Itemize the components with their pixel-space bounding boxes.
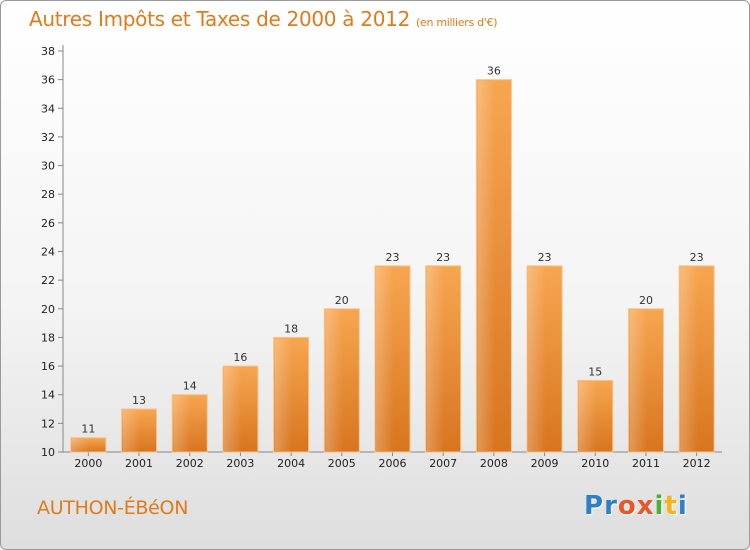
data-label: 36	[487, 65, 501, 78]
x-tick-label: 2011	[632, 457, 660, 470]
bar-highlight	[629, 309, 647, 451]
x-tick-label: 2004	[277, 457, 305, 470]
logo-letter: t	[664, 491, 678, 521]
y-tick-label: 32	[41, 131, 55, 144]
location-label: AUTHON-ÉBéON	[37, 497, 189, 519]
x-tick-label: 2002	[176, 457, 204, 470]
bar-highlight	[477, 80, 495, 452]
y-tick-label: 26	[41, 217, 55, 230]
x-tick-label: 2008	[480, 457, 508, 470]
y-tick-label: 20	[41, 303, 55, 316]
data-label: 20	[639, 294, 653, 307]
bar-group: 11	[70, 423, 107, 453]
chart-subtitle: (en milliers d'€)	[416, 16, 498, 29]
bar-group: 23	[374, 251, 411, 453]
x-tick-label: 2000	[74, 457, 102, 470]
logo-letter: x	[636, 491, 655, 521]
y-tick-label: 24	[41, 246, 55, 259]
data-label: 15	[588, 365, 602, 378]
bar-highlight	[680, 266, 698, 451]
y-tick-label: 30	[41, 160, 55, 173]
data-label: 23	[690, 251, 704, 264]
data-label: 14	[183, 380, 197, 393]
data-label: 13	[132, 394, 146, 407]
y-tick-label: 16	[41, 360, 55, 373]
y-tick-label: 18	[41, 331, 55, 344]
data-label: 23	[538, 251, 552, 264]
logo-letter: i	[677, 491, 688, 521]
x-tick-label: 2009	[531, 457, 559, 470]
bar-group: 13	[121, 394, 158, 453]
bar-group: 16	[222, 351, 259, 453]
y-tick-label: 28	[41, 188, 55, 201]
y-tick-label: 36	[41, 74, 55, 87]
logo-letter: o	[617, 491, 637, 521]
bar-highlight	[71, 438, 90, 451]
y-tick-label: 34	[41, 102, 55, 115]
data-label: 20	[335, 294, 349, 307]
bar-highlight	[376, 266, 394, 451]
chart-title: Autres Impôts et Taxes de 2000 à 2012 (en…	[29, 7, 497, 31]
bars: 11 13 14 16 18 20 23 23 36 23 15 20 23	[70, 65, 715, 453]
bar-group: 20	[323, 294, 360, 453]
x-tick-label: 2006	[379, 457, 407, 470]
bar-group: 18	[273, 322, 310, 453]
bar-group: 23	[526, 251, 563, 453]
bar-highlight	[223, 367, 242, 451]
bar-highlight	[528, 266, 546, 451]
bar-group: 14	[171, 380, 208, 453]
bar-highlight	[274, 338, 293, 451]
logo-letter: r	[604, 491, 618, 521]
chart-title-text: Autres Impôts et Taxes de 2000 à 2012	[29, 7, 410, 31]
y-tick-label: 14	[41, 389, 55, 402]
data-label: 11	[81, 423, 95, 436]
x-tick-label: 2001	[125, 457, 153, 470]
logo-letter: i	[654, 491, 665, 521]
axes: 10 12 14 16 18 20 22 24 26 28 30 32 34 36 38 2000 2001 20…	[41, 45, 722, 470]
x-tick-label: 2007	[429, 457, 457, 470]
bar-highlight	[426, 266, 445, 451]
bar-highlight	[173, 395, 191, 451]
bar-group: 23	[425, 251, 462, 453]
y-tick-label: 10	[41, 446, 55, 459]
data-label: 23	[386, 251, 400, 264]
bar-highlight	[578, 381, 597, 451]
x-tick-label: 2010	[581, 457, 609, 470]
bar-group: 15	[577, 365, 614, 453]
bar-group: 23	[678, 251, 715, 453]
x-tick-label: 2003	[226, 457, 254, 470]
bar-highlight	[122, 410, 141, 451]
x-tick-label: 2005	[328, 457, 356, 470]
x-tick-label: 2012	[683, 457, 711, 470]
bar-group: 20	[627, 294, 664, 453]
bar-highlight	[325, 309, 343, 451]
proxiti-logo: Proxiti	[584, 491, 688, 521]
bar-group: 36	[475, 65, 512, 453]
y-tick-label: 12	[41, 417, 55, 430]
data-label: 18	[284, 322, 298, 335]
logo-letter: P	[584, 491, 605, 521]
y-tick-label: 38	[41, 45, 55, 58]
data-label: 16	[233, 351, 247, 364]
y-tick-label: 22	[41, 274, 55, 287]
data-label: 23	[436, 251, 450, 264]
